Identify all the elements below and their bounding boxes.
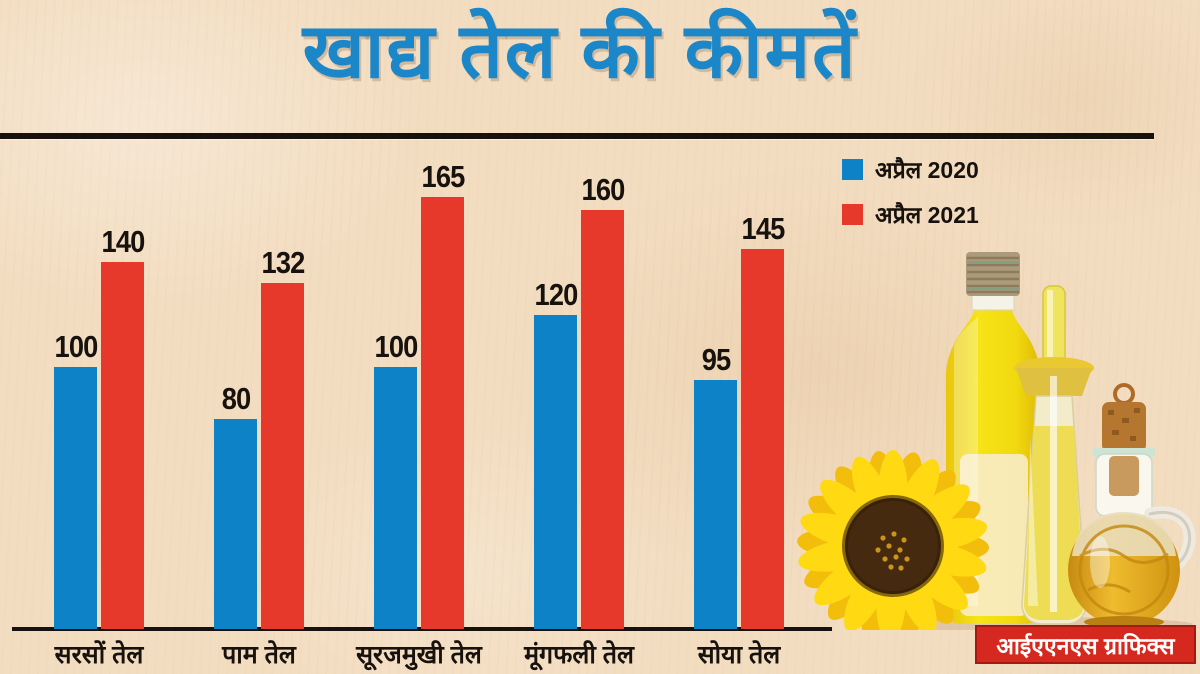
oil-cruet-with-handle	[1068, 383, 1196, 628]
credit-text: आईएएनएस ग्राफिक्स	[996, 632, 1175, 659]
legend-item-apr-2021: अप्रैल 2021	[842, 198, 979, 230]
bar-apr-2021-groundnut-oil	[581, 210, 624, 629]
bar-apr-2021-sunflower-oil	[421, 197, 464, 629]
bar-value-apr-2020-groundnut-oil: 120	[534, 277, 578, 312]
bar-value-apr-2021-groundnut-oil: 160	[581, 172, 625, 207]
page-title: खाद्य तेल की कीमतें	[302, 9, 858, 94]
credit-badge: आईएएनएस ग्राफिक्स	[975, 625, 1196, 664]
bar-apr-2020-sunflower-oil	[374, 367, 417, 629]
category-label-palm-oil: पाम तेल	[222, 641, 296, 669]
bar-value-apr-2021-soya-oil: 145	[741, 211, 785, 246]
bar-value-apr-2020-sunflower-oil: 100	[374, 329, 418, 364]
bar-apr-2020-palm-oil	[214, 419, 257, 629]
bar-apr-2020-mustard-oil	[54, 367, 97, 629]
legend-item-apr-2020: अप्रैल 2020	[842, 153, 979, 185]
bar-value-apr-2021-sunflower-oil: 165	[421, 159, 465, 194]
legend: अप्रैल 2020 अप्रैल 2021	[842, 153, 979, 243]
legend-label-apr-2020: अप्रैल 2020	[875, 157, 979, 183]
category-label-groundnut-oil: मूंगफली तेल	[524, 641, 634, 669]
category-label-soya-oil: सोया तेल	[697, 641, 781, 669]
bar-apr-2021-soya-oil	[741, 249, 784, 629]
title-divider-line	[0, 133, 1154, 139]
category-label-mustard-oil: सरसों तेल	[54, 641, 144, 669]
bar-value-apr-2020-soya-oil: 95	[701, 342, 730, 377]
bar-value-apr-2020-mustard-oil: 100	[54, 329, 98, 364]
legend-swatch-apr-2021	[842, 203, 863, 225]
bar-value-apr-2021-palm-oil: 132	[261, 245, 305, 280]
x-axis-baseline	[12, 627, 832, 631]
bar-apr-2020-soya-oil	[694, 380, 737, 629]
legend-swatch-apr-2020	[842, 158, 863, 180]
bar-apr-2021-palm-oil	[261, 283, 304, 629]
oil-bottles-sunflower-illustration	[795, 252, 1196, 630]
bar-value-apr-2020-palm-oil: 80	[221, 381, 250, 416]
bar-apr-2020-groundnut-oil	[534, 315, 577, 629]
sunflower	[795, 448, 991, 630]
legend-label-apr-2021: अप्रैल 2021	[875, 202, 979, 228]
bar-apr-2021-mustard-oil	[101, 262, 144, 629]
category-label-sunflower-oil: सूरजमुखी तेल	[356, 641, 482, 669]
bar-value-apr-2021-mustard-oil: 140	[101, 224, 145, 259]
